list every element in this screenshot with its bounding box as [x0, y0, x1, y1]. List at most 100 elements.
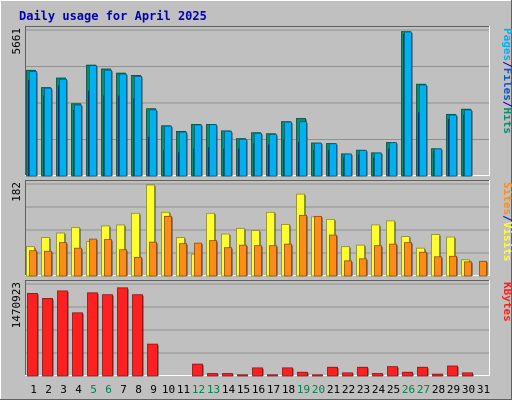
- bar-pages-day-5: [89, 65, 97, 177]
- bar-pages-day-1: [29, 71, 37, 177]
- bar-sites-day-18: [284, 243, 292, 277]
- bar-pages-day-12: [194, 124, 202, 177]
- x-tick-day-2: 2: [45, 383, 52, 396]
- bar-kbytes-day-12: [192, 363, 203, 377]
- bar-pages-day-28: [434, 148, 442, 177]
- bar-pages-day-22: [344, 153, 352, 177]
- bar-sites-day-31: [479, 260, 487, 277]
- bar-sites-day-4: [74, 247, 82, 277]
- x-tick-day-4: 4: [75, 383, 82, 396]
- bar-sites-day-25: [389, 243, 397, 277]
- bar-sites-day-12: [194, 242, 202, 277]
- panel-visitors-ymax-label: 182: [10, 182, 23, 202]
- bar-pages-day-13: [209, 124, 217, 177]
- panel-requests-legend: Pages/Files/Hits: [501, 28, 512, 134]
- bar-pages-day-16: [254, 133, 262, 177]
- bar-kbytes-day-29: [447, 365, 458, 377]
- panel-requests-ymax-label: 5661: [10, 28, 23, 55]
- bar-sites-day-6: [104, 239, 112, 277]
- x-tick-day-15: 15: [237, 383, 250, 396]
- x-tick-day-24: 24: [372, 383, 386, 396]
- panel-requests-legend-entry-2: Files: [501, 68, 512, 101]
- x-tick-day-13: 13: [207, 383, 220, 396]
- bar-pages-day-3: [59, 78, 67, 177]
- bar-sites-day-13: [209, 240, 217, 277]
- bar-pages-day-10: [164, 125, 172, 177]
- bar-kbytes-day-25: [387, 366, 398, 377]
- x-tick-day-11: 11: [177, 383, 190, 396]
- bar-sites-day-9: [149, 241, 157, 277]
- x-tick-day-27: 27: [417, 383, 430, 396]
- bar-kbytes-day-27: [417, 366, 428, 377]
- bar-pages-day-11: [179, 131, 187, 177]
- x-tick-day-17: 17: [267, 383, 280, 396]
- bar-kbytes-day-7: [117, 287, 128, 377]
- bar-sites-day-19: [299, 214, 307, 277]
- x-tick-day-5: 5: [90, 383, 97, 396]
- bar-pages-day-7: [119, 73, 127, 177]
- x-tick-day-22: 22: [342, 383, 355, 396]
- bar-sites-day-14: [224, 247, 232, 277]
- x-tick-day-3: 3: [60, 383, 67, 396]
- x-tick-day-28: 28: [432, 383, 445, 396]
- bar-sites-day-15: [239, 244, 247, 277]
- bar-sites-day-8: [134, 256, 142, 277]
- x-tick-day-10: 10: [162, 383, 175, 396]
- bar-pages-day-4: [74, 104, 82, 177]
- bar-pages-day-2: [44, 87, 52, 177]
- x-tick-day-9: 9: [150, 383, 157, 396]
- bar-sites-day-1: [29, 250, 37, 277]
- bar-sites-day-3: [59, 242, 67, 277]
- panel-requests-legend-entry-4: Hits: [501, 108, 512, 135]
- x-tick-day-16: 16: [252, 383, 265, 396]
- x-tick-day-19: 19: [297, 383, 310, 396]
- bar-pages-day-27: [419, 84, 427, 177]
- bar-kbytes-day-8: [132, 294, 143, 377]
- bar-pages-day-20: [314, 142, 322, 177]
- x-tick-day-7: 7: [120, 383, 127, 396]
- x-tick-day-1: 1: [30, 383, 37, 396]
- bar-kbytes-day-22: [342, 372, 353, 377]
- bar-pages-day-23: [359, 150, 367, 177]
- bar-kbytes-day-21: [327, 366, 338, 377]
- panel-requests-legend-entry-3: /: [501, 101, 512, 108]
- bar-kbytes-day-3: [57, 290, 68, 377]
- bar-sites-day-16: [254, 245, 262, 277]
- x-tick-day-23: 23: [357, 383, 370, 396]
- bar-kbytes-day-23: [357, 366, 368, 377]
- panel-requests: 5661 Pages/Files/Hits: [10, 26, 512, 177]
- bar-pages-day-8: [134, 76, 142, 177]
- bar-sites-day-11: [179, 243, 187, 277]
- x-tick-day-26: 26: [402, 383, 415, 396]
- bar-pages-day-6: [104, 69, 112, 177]
- bar-kbytes-day-30: [462, 372, 473, 377]
- bar-pages-day-17: [269, 134, 277, 177]
- bar-kbytes-day-14: [222, 373, 233, 377]
- bar-pages-day-30: [464, 109, 472, 177]
- panel-visitors-legend: Sites/Visits: [501, 182, 512, 262]
- x-axis-day-labels: 1 2 3 4 5 6 7 8 9 10 11 12 13 14 15 16 17 18 19 20 21 22 23 24 2…: [30, 383, 490, 396]
- bar-pages-day-9: [149, 109, 157, 177]
- bar-pages-day-14: [224, 130, 232, 177]
- panel-requests-legend-entry-1: /: [501, 61, 512, 68]
- x-tick-day-20: 20: [312, 383, 325, 396]
- bar-sites-day-30: [464, 261, 472, 277]
- bar-kbytes-day-13: [207, 373, 218, 377]
- x-tick-day-6: 6: [105, 383, 112, 396]
- bar-kbytes-day-18: [282, 367, 293, 377]
- panel-kbytes-legend: KBytes: [501, 282, 512, 322]
- bar-sites-day-5: [89, 238, 97, 277]
- x-tick-day-12: 12: [192, 383, 205, 396]
- bar-sites-day-22: [344, 260, 352, 277]
- x-tick-day-25: 25: [387, 383, 400, 396]
- bar-kbytes-day-1: [27, 293, 38, 377]
- x-tick-day-31: 31: [477, 383, 490, 396]
- chart-title: Daily usage for April 2025: [19, 9, 207, 23]
- bar-sites-day-21: [329, 234, 337, 277]
- bar-kbytes-day-15: [237, 374, 248, 377]
- bar-pages-day-21: [329, 143, 337, 177]
- bar-pages-day-25: [389, 142, 397, 177]
- bar-sites-day-10: [164, 215, 172, 277]
- bar-sites-day-7: [119, 249, 127, 277]
